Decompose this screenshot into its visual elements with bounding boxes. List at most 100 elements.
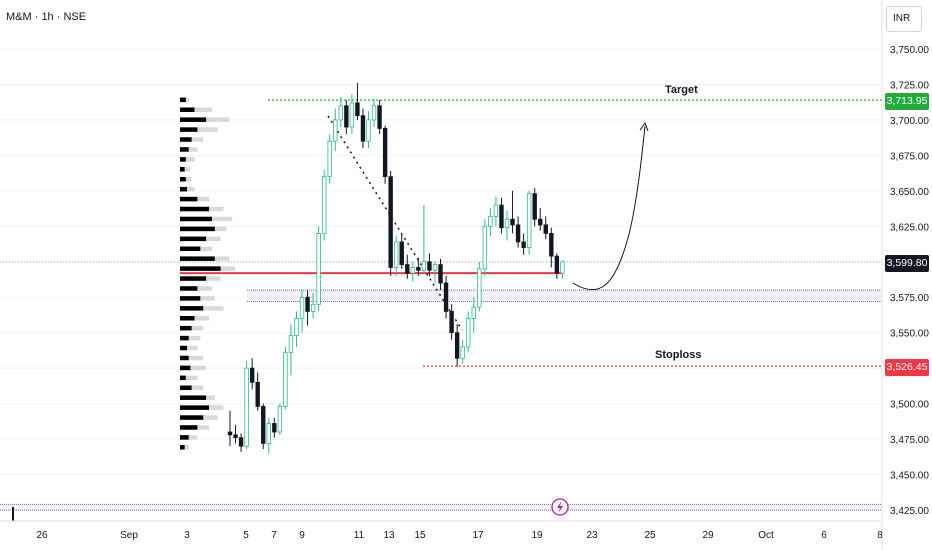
time-tick-label: 9: [299, 530, 305, 541]
zones: [0, 289, 882, 511]
candle-body: [366, 119, 371, 142]
candle-body: [344, 105, 349, 128]
candle-body: [499, 204, 504, 229]
candle-body: [538, 218, 543, 226]
candle-body: [532, 193, 537, 220]
volume-bar-dominant: [180, 186, 187, 192]
candle-body: [288, 335, 294, 353]
volume-bar-dominant: [180, 345, 187, 351]
trend-line: [327, 115, 463, 331]
price-tick-label: 3,650.00: [890, 187, 929, 198]
candle-body: [255, 381, 260, 407]
lightning-icon-bolt: [557, 501, 563, 513]
candle-body: [355, 102, 360, 117]
time-tick-label: 26: [36, 530, 48, 541]
time-axis[interactable]: 26 Sep 3 5 7 9 11 13 15 17 19 23 25 29 Oct 6 8: [36, 530, 883, 541]
volume-bar-dominant: [180, 157, 186, 162]
candle-body: [477, 268, 482, 308]
time-tick-label: 25: [644, 530, 656, 541]
candle-body: [393, 241, 399, 268]
bar-marker: [12, 507, 14, 521]
volume-bar-total: [180, 186, 195, 192]
volume-profile: [180, 97, 236, 450]
time-tick-label: 15: [414, 530, 426, 541]
candle-body: [333, 119, 338, 142]
volume-bar-dominant: [180, 405, 209, 410]
price-tick-label: 3,625.00: [890, 222, 929, 233]
time-tick-label: Oct: [758, 530, 774, 541]
candle-body: [388, 176, 393, 268]
candle-body: [249, 367, 255, 383]
currency-button[interactable]: INR: [886, 6, 922, 32]
candle-body: [283, 352, 288, 407]
volume-bar-dominant: [180, 206, 209, 212]
candle-body: [410, 267, 416, 274]
candle-body: [227, 431, 233, 436]
volume-bar-total: [180, 167, 191, 172]
candle-body: [549, 232, 554, 257]
volume-bar-dominant: [180, 236, 207, 242]
price-tick-label: 3,675.00: [890, 151, 929, 162]
price-levels: [0, 99, 882, 367]
candle-body: [454, 332, 460, 359]
symbol-title[interactable]: M&M · 1h · NSE: [6, 11, 87, 23]
price-tick-label: 3,750.00: [890, 45, 929, 56]
volume-bar-dominant: [180, 246, 201, 252]
candle-body: [338, 105, 343, 121]
candle-body: [432, 264, 438, 271]
candle-body: [261, 406, 266, 444]
stoploss-price-tag: 3,526.45: [885, 359, 929, 376]
candle-body: [360, 115, 366, 142]
volume-bar-dominant: [180, 97, 186, 103]
candle-body: [421, 261, 427, 271]
candle-body: [316, 232, 321, 305]
candle-body: [427, 261, 432, 271]
volume-bar-dominant: [180, 395, 207, 400]
candle-body: [416, 267, 421, 271]
candle-body: [244, 367, 249, 447]
volume-bar-dominant: [180, 176, 186, 182]
price-axis[interactable]: 3,750.00 3,725.00 3,700.00 3,675.00 3,650.00…: [890, 45, 929, 517]
time-tick-label: 23: [586, 530, 598, 541]
volume-bar-dominant: [180, 266, 221, 271]
time-tick-label: 7: [271, 530, 277, 541]
candle-body: [277, 406, 283, 433]
time-tick-label: Sep: [120, 530, 138, 541]
candle-body: [272, 423, 277, 433]
candle-body: [321, 176, 327, 234]
target-price-tag: 3,713.95: [885, 93, 929, 110]
volume-bar-total: [180, 335, 201, 341]
candle-body: [449, 311, 454, 334]
stoploss-label: Stoploss: [655, 349, 702, 361]
candle-body: [382, 128, 388, 178]
candle-body: [438, 264, 443, 284]
candle-body: [377, 105, 382, 129]
volume-bar-dominant: [180, 335, 189, 341]
candle-body: [327, 140, 332, 178]
volume-bar-total: [180, 365, 207, 371]
price-tick-label: 3,425.00: [890, 506, 929, 517]
candle-body: [299, 296, 305, 319]
volume-bar-dominant: [180, 226, 215, 232]
volume-bar-dominant: [180, 425, 198, 430]
candle-body: [560, 261, 565, 274]
candle-body: [482, 225, 488, 270]
zone-fill: [247, 290, 882, 302]
volume-bar-total: [180, 157, 195, 162]
candle-body: [510, 218, 515, 226]
volume-bar-total: [180, 355, 204, 361]
volume-bar-dominant: [180, 375, 186, 381]
price-tick-label: 3,450.00: [890, 471, 929, 482]
candle-body: [266, 423, 271, 444]
volume-bar-dominant: [180, 415, 204, 420]
volume-bar-dominant: [180, 306, 204, 311]
volume-bar-dominant: [180, 435, 189, 440]
volume-bar-dominant: [180, 365, 191, 371]
volume-bar-dominant: [180, 296, 201, 301]
volume-bar-dominant: [180, 316, 195, 321]
volume-bar-dominant: [180, 325, 192, 331]
volume-bar-dominant: [180, 286, 198, 291]
time-tick-label: 6: [821, 530, 827, 541]
volume-bar-dominant: [180, 385, 192, 391]
